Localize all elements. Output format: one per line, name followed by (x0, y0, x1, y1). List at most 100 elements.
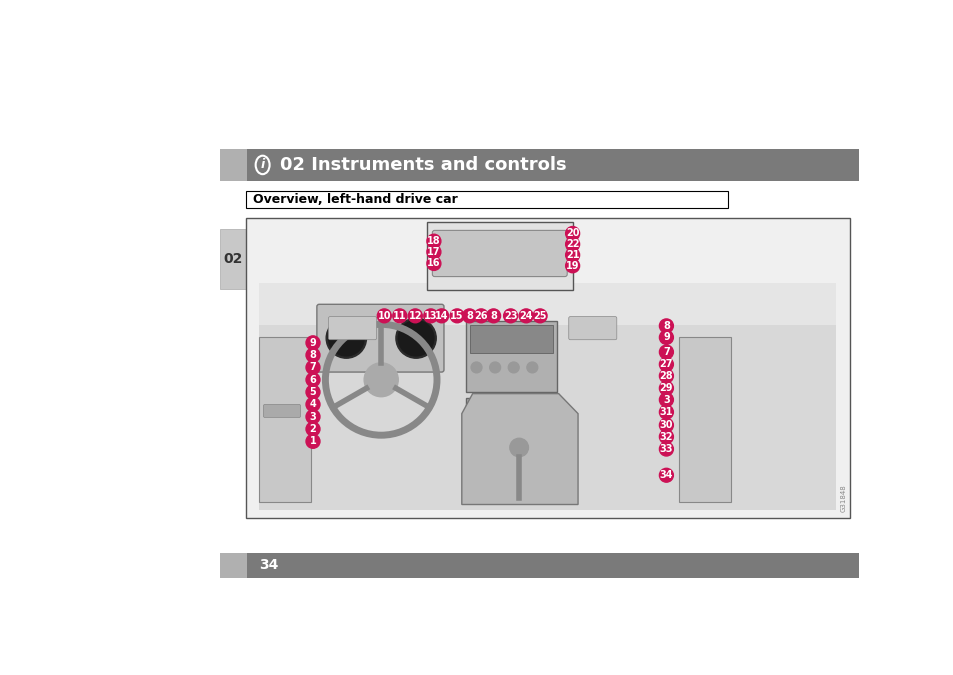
Text: 23: 23 (503, 311, 517, 321)
Text: 19: 19 (565, 261, 578, 271)
Circle shape (306, 385, 319, 399)
FancyBboxPatch shape (469, 325, 553, 353)
Circle shape (427, 234, 440, 248)
FancyBboxPatch shape (568, 317, 617, 340)
Text: 32: 32 (659, 432, 673, 441)
Circle shape (427, 256, 440, 271)
Text: 5: 5 (310, 387, 316, 397)
Circle shape (659, 381, 673, 395)
Text: 8: 8 (466, 311, 473, 321)
Text: 14: 14 (435, 311, 448, 321)
Circle shape (565, 227, 579, 240)
Circle shape (397, 321, 434, 356)
Text: 6: 6 (310, 375, 316, 385)
Circle shape (472, 408, 493, 429)
FancyBboxPatch shape (245, 218, 849, 518)
Text: 26: 26 (474, 311, 487, 321)
Circle shape (565, 248, 579, 262)
Circle shape (377, 309, 391, 323)
Text: 2: 2 (310, 424, 316, 434)
Text: 18: 18 (427, 236, 440, 246)
Circle shape (659, 393, 673, 407)
Text: 8: 8 (662, 321, 669, 331)
Circle shape (326, 318, 366, 358)
Text: 7: 7 (662, 347, 669, 357)
Circle shape (306, 336, 319, 350)
Text: 28: 28 (659, 371, 673, 381)
Text: 4: 4 (310, 400, 316, 410)
Text: 30: 30 (659, 421, 673, 430)
Polygon shape (461, 394, 578, 504)
Text: 27: 27 (659, 359, 673, 369)
FancyBboxPatch shape (258, 283, 835, 510)
Circle shape (503, 309, 517, 323)
Circle shape (471, 362, 481, 373)
FancyBboxPatch shape (432, 230, 567, 277)
Circle shape (659, 331, 673, 344)
Circle shape (364, 363, 397, 397)
FancyBboxPatch shape (465, 321, 557, 392)
Circle shape (306, 422, 319, 436)
Circle shape (328, 321, 364, 356)
Text: 3: 3 (662, 395, 669, 405)
FancyBboxPatch shape (679, 337, 731, 502)
Text: 8: 8 (309, 350, 316, 360)
Circle shape (508, 362, 518, 373)
Circle shape (500, 408, 521, 429)
Text: 17: 17 (427, 247, 440, 257)
FancyBboxPatch shape (328, 317, 376, 340)
FancyBboxPatch shape (220, 229, 247, 289)
FancyBboxPatch shape (263, 404, 300, 418)
Circle shape (659, 369, 673, 383)
Circle shape (306, 360, 319, 375)
Circle shape (489, 362, 500, 373)
Circle shape (659, 418, 673, 432)
Circle shape (474, 309, 488, 323)
FancyBboxPatch shape (247, 553, 859, 578)
Circle shape (533, 309, 546, 323)
Text: 3: 3 (310, 412, 316, 422)
Text: 24: 24 (518, 311, 533, 321)
Circle shape (306, 410, 319, 424)
Text: G31848: G31848 (841, 485, 846, 512)
Text: 16: 16 (427, 259, 440, 269)
Circle shape (659, 468, 673, 482)
Text: 20: 20 (565, 228, 578, 238)
Text: 9: 9 (310, 338, 316, 348)
FancyBboxPatch shape (258, 337, 311, 502)
Circle shape (659, 358, 673, 371)
Circle shape (306, 373, 319, 387)
Text: 7: 7 (310, 362, 316, 373)
Circle shape (427, 245, 440, 259)
Circle shape (518, 309, 533, 323)
Circle shape (408, 309, 422, 323)
Text: 8: 8 (490, 311, 497, 321)
FancyBboxPatch shape (245, 191, 727, 208)
Circle shape (565, 238, 579, 251)
Text: 31: 31 (659, 407, 673, 417)
Text: 22: 22 (565, 239, 578, 249)
Circle shape (435, 309, 448, 323)
Circle shape (526, 362, 537, 373)
Circle shape (659, 442, 673, 456)
Text: 34: 34 (659, 470, 673, 480)
Text: 9: 9 (662, 332, 669, 342)
Circle shape (509, 438, 528, 457)
Circle shape (306, 348, 319, 362)
FancyBboxPatch shape (316, 304, 443, 372)
Text: 02 Instruments and controls: 02 Instruments and controls (279, 156, 566, 174)
Circle shape (565, 259, 579, 273)
Circle shape (393, 309, 406, 323)
Circle shape (486, 309, 500, 323)
Circle shape (450, 309, 464, 323)
Circle shape (529, 408, 550, 429)
Circle shape (659, 345, 673, 359)
Text: 25: 25 (533, 311, 546, 321)
Text: 34: 34 (258, 558, 278, 572)
Circle shape (306, 435, 319, 448)
Text: 13: 13 (423, 311, 437, 321)
Text: 11: 11 (393, 311, 406, 321)
FancyBboxPatch shape (465, 398, 557, 438)
Circle shape (659, 430, 673, 443)
Text: 1: 1 (310, 436, 316, 446)
